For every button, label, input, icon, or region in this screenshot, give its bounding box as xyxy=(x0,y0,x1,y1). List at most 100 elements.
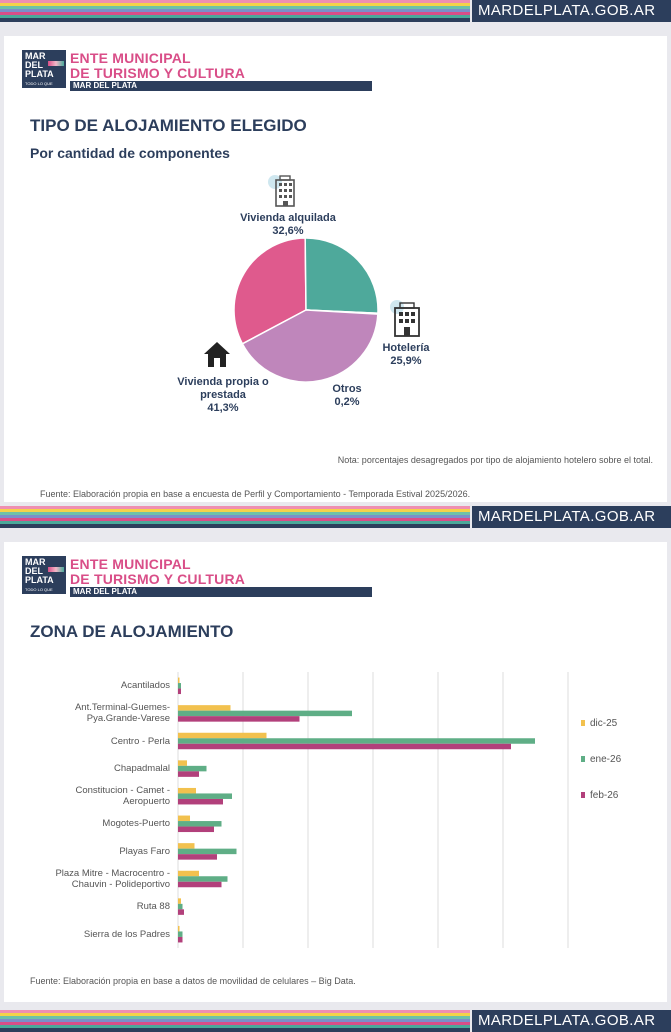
slice-name: Vivienda propia o prestada xyxy=(177,376,269,401)
stripe-band xyxy=(0,6,470,9)
pie-label-vivienda-alquilada: Vivienda alquilada 32,6% xyxy=(228,212,348,238)
bar-dic-25-3 xyxy=(178,760,187,766)
bar-ene-26-4 xyxy=(178,793,232,799)
slice-value: 32,6% xyxy=(272,225,304,237)
bar-dic-25-8 xyxy=(178,898,181,904)
category-label-line: Plaza Mitre - Macrocentro - xyxy=(55,868,170,879)
category-label: Centro - Perla xyxy=(4,736,170,747)
bar-ene-26-0 xyxy=(178,683,181,689)
logo-color-bar xyxy=(48,61,64,66)
bar-chart-svg xyxy=(177,672,569,948)
stripe-band xyxy=(0,512,470,515)
bar-feb-26-7 xyxy=(178,881,222,888)
org-name-line1: ENTE MUNICIPAL xyxy=(70,50,191,66)
category-label: Playas Faro xyxy=(4,846,170,857)
hotel-icon xyxy=(390,300,420,337)
logo-text: PLATA xyxy=(25,575,54,585)
stripe-band xyxy=(0,15,470,18)
legend-swatch xyxy=(581,720,585,727)
brand-box xyxy=(472,506,671,528)
slide1-note: Nota: porcentajes desagregados por tipo … xyxy=(337,455,653,465)
category-label: Chapadmalal xyxy=(4,763,170,774)
stripe-band xyxy=(0,524,470,528)
slide-zona-alojamiento: MAR DEL PLATA TODO LO QUE ENTE MUNICIPAL… xyxy=(4,542,667,1002)
bar-ene-26-3 xyxy=(178,765,207,772)
bar-dic-25-7 xyxy=(178,870,199,877)
legend-item-feb-26[interactable]: feb-26 xyxy=(581,790,618,801)
stripe-band xyxy=(0,521,470,524)
bar-dic-25-0 xyxy=(178,677,180,684)
site-url[interactable]: MARDELPLATA.GOB.AR xyxy=(478,2,656,19)
bar-ene-26-8 xyxy=(178,903,183,910)
logo-color-bar xyxy=(48,567,64,572)
bar-feb-26-2 xyxy=(178,743,511,750)
slice-name: Hotelería xyxy=(382,342,430,354)
category-label: Ruta 88 xyxy=(4,901,170,912)
slice-value: 0,2% xyxy=(334,396,360,408)
category-label-line: Chapadmalal xyxy=(114,763,170,775)
slide1-title: TIPO DE ALOJAMIENTO ELEGIDO xyxy=(30,116,307,135)
category-label: Plaza Mitre - Macrocentro - Chauvin - Pol… xyxy=(4,868,170,890)
stripe-band xyxy=(0,1016,470,1019)
bar-feb-26-0 xyxy=(178,688,181,695)
stripe-band xyxy=(0,9,470,12)
slice-value: 25,9% xyxy=(390,355,422,367)
org-name-line1: ENTE MUNICIPAL xyxy=(70,556,191,572)
bar-ene-26-7 xyxy=(178,876,228,882)
color-bands xyxy=(0,506,470,528)
legend-swatch xyxy=(581,756,585,763)
slide-alojamiento-tipo: MAR DEL PLATA TODO LO QUE ENTE MUNICIPAL… xyxy=(4,36,667,502)
pie-slice-3 xyxy=(241,309,379,383)
pie-slice-1 xyxy=(304,237,379,315)
category-label-line: Chauvin - Polideportivo xyxy=(71,879,170,890)
apartment-building-icon xyxy=(268,175,295,207)
stripe-band xyxy=(0,509,470,512)
stripe-band xyxy=(0,0,470,3)
stripe-band xyxy=(0,1010,470,1013)
legend-item-ene-26[interactable]: ene-26 xyxy=(581,754,621,765)
bar-feb-26-6 xyxy=(178,854,217,860)
bottom-brand-strip: MARDELPLATA.GOB.AR xyxy=(0,1010,671,1032)
category-label-line: Sierra de los Padres xyxy=(83,928,170,940)
stripe-band xyxy=(0,3,470,6)
logo-text: DEL xyxy=(25,60,43,70)
slide1-source: Fuente: Elaboración propia en base a enc… xyxy=(40,489,471,499)
category-label-line: Playas Faro xyxy=(119,845,170,857)
stripe-band xyxy=(0,1028,470,1032)
bar-feb-26-1 xyxy=(178,716,300,722)
stripe-band xyxy=(0,1019,470,1022)
bar-feb-26-3 xyxy=(178,771,199,777)
org-city: MAR DEL PLATA xyxy=(73,81,137,90)
brand-box xyxy=(472,0,671,22)
category-label-line: Centro - Perla xyxy=(110,735,170,747)
bar-ene-26-9 xyxy=(178,931,183,937)
bar-dic-25-5 xyxy=(178,815,190,822)
legend-label: feb-26 xyxy=(590,790,619,801)
category-label-line: Acantilados xyxy=(120,680,170,692)
legend-swatch xyxy=(581,792,585,799)
stripe-band xyxy=(0,506,470,509)
house-icon xyxy=(204,342,230,367)
logo-text: PLATA xyxy=(25,69,54,79)
category-label-line: Mogotes-Puerto xyxy=(102,818,170,830)
bar-ene-26-1 xyxy=(178,710,352,717)
pie-label-vivienda-propia: Vivienda propia o prestada 41,3% xyxy=(170,376,276,415)
org-city-bar: MAR DEL PLATA xyxy=(70,587,372,597)
mdp-logo: MAR DEL PLATA TODO LO QUE xyxy=(22,50,66,88)
logo-tagline: TODO LO QUE xyxy=(25,587,53,592)
slice-name: Vivienda alquilada xyxy=(240,212,336,224)
logo-tagline: TODO LO QUE xyxy=(25,81,53,86)
category-label-line: Ruta 88 xyxy=(136,901,170,913)
bar-feb-26-5 xyxy=(178,826,214,833)
site-url[interactable]: MARDELPLATA.GOB.AR xyxy=(478,508,656,525)
slide1-subtitle: Por cantidad de componentes xyxy=(30,145,230,161)
top-brand-strip: MARDELPLATA.GOB.AR xyxy=(0,0,671,22)
category-label: Acantilados xyxy=(4,680,170,691)
slide2-title: ZONA DE ALOJAMIENTO xyxy=(30,622,234,641)
bar-feb-26-4 xyxy=(178,798,223,805)
slide2-source: Fuente: Elaboración propia en base a dat… xyxy=(30,976,356,986)
org-name-line2: DE TURISMO Y CULTURA xyxy=(70,65,246,81)
site-url[interactable]: MARDELPLATA.GOB.AR xyxy=(478,1012,656,1029)
legend-item-dic-25[interactable]: dic-25 xyxy=(581,718,617,729)
bar-ene-26-6 xyxy=(178,848,237,855)
